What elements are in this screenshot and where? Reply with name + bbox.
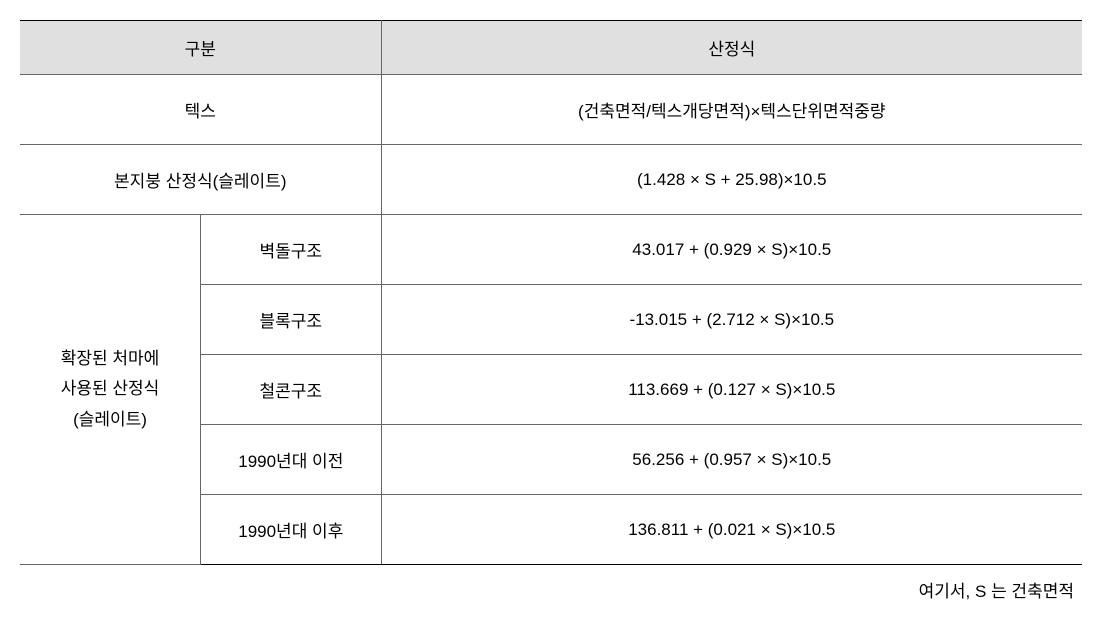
row-group-label-eaves: 확장된 처마에 사용된 산정식 (슬레이트) bbox=[20, 215, 201, 565]
row-sub-label: 철콘구조 bbox=[201, 355, 382, 425]
row-formula: -13.015 + (2.712 × S)×10.5 bbox=[381, 285, 1082, 355]
eaves-label-line1: 확장된 처마에 bbox=[61, 349, 160, 368]
table-header-row: 구분 산정식 bbox=[20, 21, 1082, 75]
row-sub-label: 벽돌구조 bbox=[201, 215, 382, 285]
row-sub-label: 1990년대 이후 bbox=[201, 495, 382, 565]
row-formula: 113.669 + (0.127 × S)×10.5 bbox=[381, 355, 1082, 425]
formula-table-container: 구분 산정식 텍스 (건축면적/텍스개당면적)×텍스단위면적중량 본지붕 산정식… bbox=[20, 20, 1082, 602]
header-formula: 산정식 bbox=[381, 21, 1082, 75]
table-row: 본지붕 산정식(슬레이트) (1.428 × S + 25.98)×10.5 bbox=[20, 145, 1082, 215]
row-formula: 43.017 + (0.929 × S)×10.5 bbox=[381, 215, 1082, 285]
table-row: 텍스 (건축면적/텍스개당면적)×텍스단위면적중량 bbox=[20, 75, 1082, 145]
row-formula-tex: (건축면적/텍스개당면적)×텍스단위면적중량 bbox=[381, 75, 1082, 145]
row-sub-label: 1990년대 이전 bbox=[201, 425, 382, 495]
eaves-label-line2: 사용된 산정식 bbox=[61, 379, 160, 398]
table-footnote: 여기서, S 는 건축면적 bbox=[20, 565, 1082, 602]
table-row: 확장된 처마에 사용된 산정식 (슬레이트) 벽돌구조 43.017 + (0.… bbox=[20, 215, 1082, 285]
row-formula: 56.256 + (0.957 × S)×10.5 bbox=[381, 425, 1082, 495]
row-formula-main-roof: (1.428 × S + 25.98)×10.5 bbox=[381, 145, 1082, 215]
eaves-label-line3: (슬레이트) bbox=[73, 410, 147, 429]
row-label-tex: 텍스 bbox=[20, 75, 381, 145]
row-formula: 136.811 + (0.021 × S)×10.5 bbox=[381, 495, 1082, 565]
formula-table: 구분 산정식 텍스 (건축면적/텍스개당면적)×텍스단위면적중량 본지붕 산정식… bbox=[20, 20, 1082, 565]
row-label-main-roof: 본지붕 산정식(슬레이트) bbox=[20, 145, 381, 215]
header-category: 구분 bbox=[20, 21, 381, 75]
row-sub-label: 블록구조 bbox=[201, 285, 382, 355]
